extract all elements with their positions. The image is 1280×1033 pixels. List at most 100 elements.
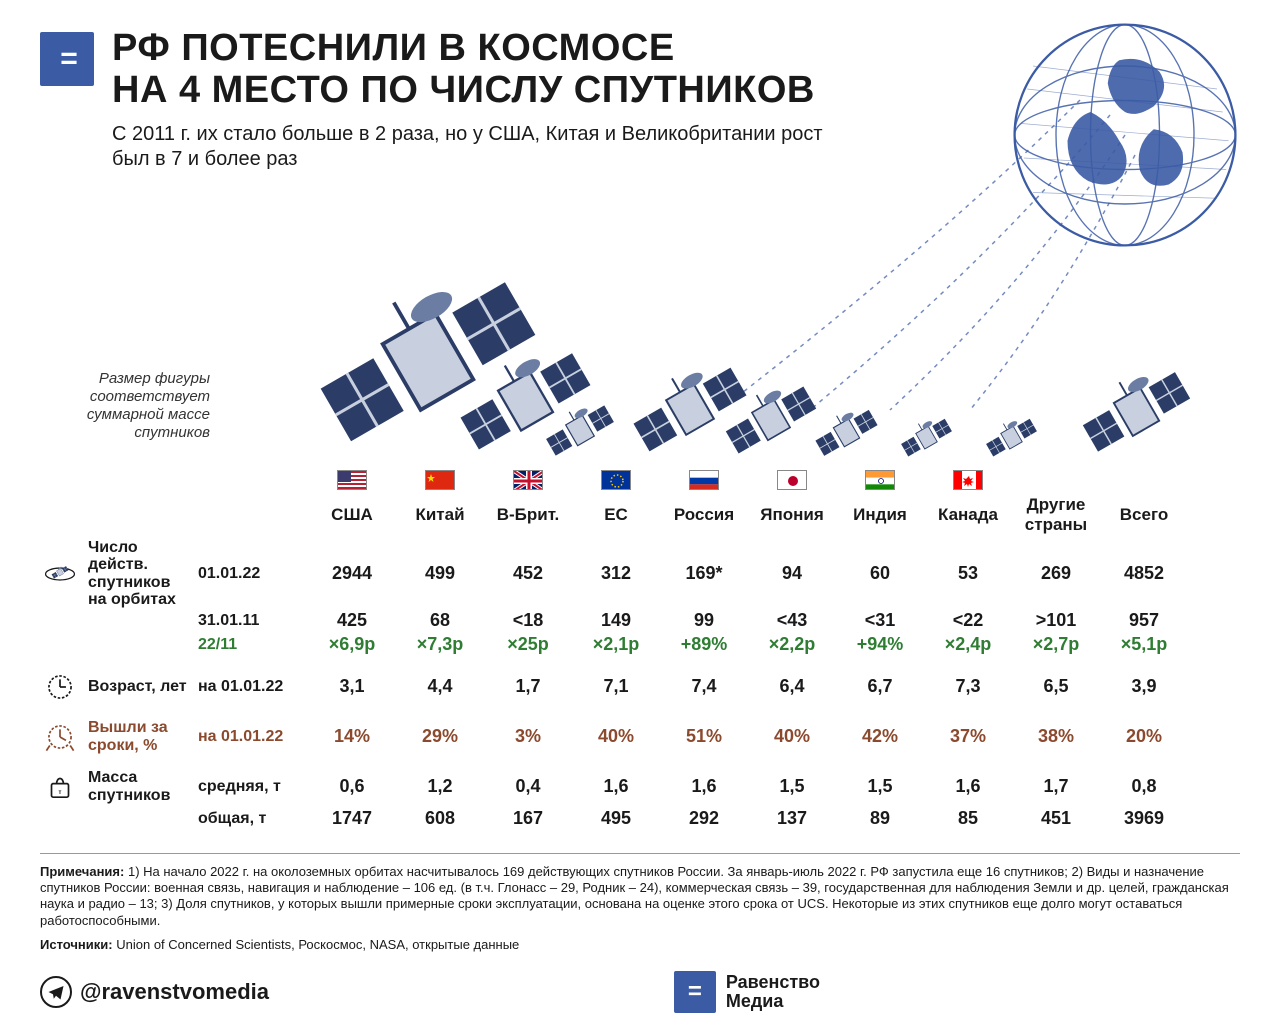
col-header-usa: США [308,505,396,529]
satellite-japan [808,404,885,462]
title-line-2: НА 4 МЕСТО ПО ЧИСЛУ СПУТНИКОВ [112,69,815,111]
flag-eu [572,470,660,495]
col-header-eu: ЕС [572,505,660,529]
satellite-uk [538,399,622,462]
flag-japan [748,470,836,495]
cell: 7,4 [660,675,748,698]
table-row: Возраст, летна 01.01.223,14,41,77,17,46,… [40,667,1240,707]
cell: 1,5 [836,775,924,798]
cell: 269 [1012,562,1100,585]
cell: ×25р [484,633,572,656]
flag-russia [660,470,748,495]
table-row: Вышли за сроки, %на 01.01.2214%29%3%40%5… [40,717,1240,757]
row-sublabel: 31.01.11 [198,612,308,630]
cell: +89% [660,633,748,656]
row-label: Масса спутников [88,769,198,804]
col-header-total: Всего [1100,505,1188,529]
cell: ×2,1р [572,633,660,656]
cell: 2944 [308,562,396,585]
flag-uk [484,470,572,495]
satellite-other [1070,362,1203,462]
cell: 40% [748,725,836,748]
svg-text:т: т [59,790,62,796]
row-label: Вышли за сроки, % [88,719,198,754]
column-header-row: СШАКитайВ-Брит.ЕСРоссияЯпонияИндияКанада… [40,495,1240,539]
col-header-india: Индия [836,505,924,529]
satellite-canada [980,414,1043,461]
notes-text: 1) На начало 2022 г. на околоземных орби… [40,864,1229,928]
notes-label: Примечания: [40,864,124,879]
row-sublabel: средняя, т [198,778,308,796]
table-row: 31.01.1142568<1814999<43<31<22>101957 [40,609,1240,633]
brand-logo-badge: = [40,32,94,86]
col-header-russia: Россия [660,505,748,529]
flag-india [836,470,924,495]
cell: 40% [572,725,660,748]
cell: ×7,3р [396,633,484,656]
cell: 14% [308,725,396,748]
cell: <43 [748,609,836,632]
col-header-canada: Канада [924,505,1012,529]
sources-text: Union of Concerned Scientists, Роскосмос… [116,937,519,952]
cell: 60 [836,562,924,585]
footer-brand-text: Равенство Медиа [726,973,820,1011]
header: РФ ПОТЕСНИЛИ В КОСМОСЕ НА 4 МЕСТО ПО ЧИС… [112,28,980,172]
page-title: РФ ПОТЕСНИЛИ В КОСМОСЕ НА 4 МЕСТО ПО ЧИС… [112,28,980,112]
clock-icon [40,667,80,707]
cell: >101 [1012,609,1100,632]
cell: <18 [484,609,572,632]
cell: 6,4 [748,675,836,698]
cell: ×2,7р [1012,633,1100,656]
cell: 1,6 [660,775,748,798]
cell: 451 [1012,807,1100,830]
cell: 42% [836,725,924,748]
col-header-china: Китай [396,505,484,529]
cell: 312 [572,562,660,585]
flag-row [40,470,1240,495]
telegram-handle: @ravenstvomedia [40,976,269,1008]
cell: 6,7 [836,675,924,698]
flag-usa [308,470,396,495]
cell: 1,5 [748,775,836,798]
table-row: 22/11×6,9р×7,3р×25р×2,1р+89%×2,2р+94%×2,… [40,633,1240,657]
satellite-illustration-row [40,182,1240,462]
cell: 37% [924,725,1012,748]
cell: 38% [1012,725,1100,748]
cell: 167 [484,807,572,830]
cell-total: 0,8 [1100,775,1188,798]
notes: Примечания: 1) На начало 2022 г. на окол… [40,853,1240,953]
cell-total: ×5,1р [1100,633,1188,656]
col-header-uk: В-Брит. [484,505,572,529]
cell: 499 [396,562,484,585]
cell: 29% [396,725,484,748]
cell: 452 [484,562,572,585]
weight-icon: т [40,767,80,807]
cell-total: 3969 [1100,807,1188,830]
cell: 0,6 [308,775,396,798]
cell: 1,7 [1012,775,1100,798]
row-sublabel: на 01.01.22 [198,728,308,746]
cell: 99 [660,609,748,632]
sources: Источники: Union of Concerned Scientists… [40,937,1240,953]
clock-alert-icon [40,717,80,757]
cell: 495 [572,807,660,830]
footer-brand-badge: = [674,971,716,1013]
handle-text: @ravenstvomedia [80,979,269,1005]
row-sublabel: 22/11 [198,636,308,654]
cell: 1,2 [396,775,484,798]
row-label: Возраст, лет [88,678,198,696]
footer: @ravenstvomedia = Равенство Медиа [40,971,1240,1013]
cell: 7,3 [924,675,1012,698]
cell: 7,1 [572,675,660,698]
cell: 608 [396,807,484,830]
cell: 89 [836,807,924,830]
cell: 425 [308,609,396,632]
cell: ×6,9р [308,633,396,656]
cell-total: 4852 [1100,562,1188,585]
cell: 169* [660,562,748,585]
row-label: Число действ. спутников на орбитах [88,539,198,609]
table-row: общая, т174760816749529213789854513969 [40,807,1240,831]
telegram-icon [40,976,72,1008]
cell: 68 [396,609,484,632]
cell-total: 957 [1100,609,1188,632]
